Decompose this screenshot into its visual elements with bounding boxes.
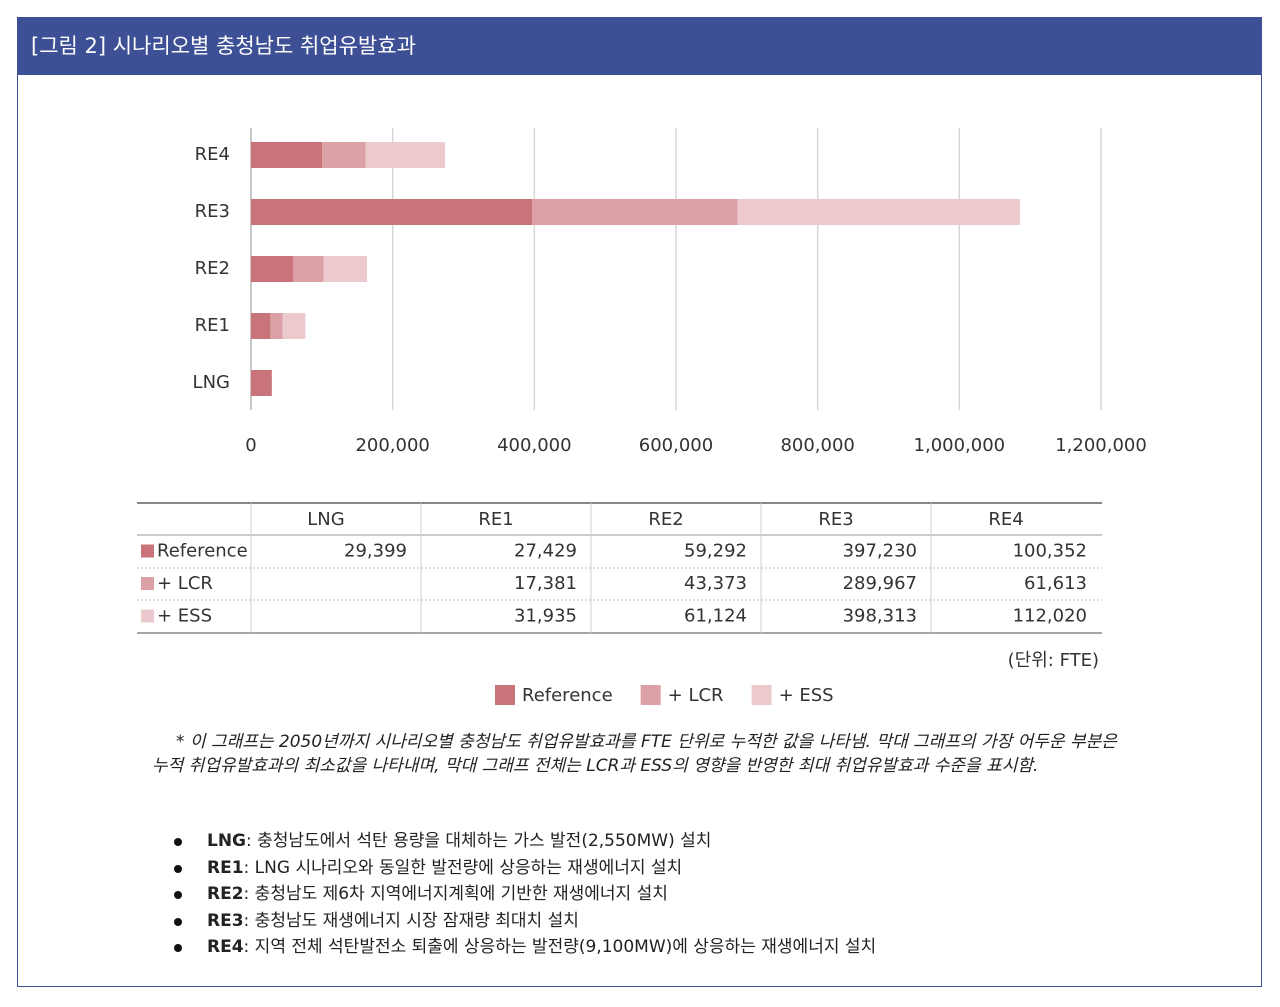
legend-label: + ESS (779, 685, 834, 706)
legend-swatch (640, 685, 661, 705)
bar-segment (323, 256, 368, 282)
bar-segment (251, 313, 271, 339)
note-item: RE2: 충청남도 제6차 지역에너지계획에 기반한 재생에너지 설치 (170, 881, 876, 908)
note-text: : 지역 전체 석탄발전소 퇴출에 상응하는 발전량(9,100MW)에 상응하… (243, 937, 877, 958)
note-item: LNG: 충청남도에서 석탄 용량을 대체하는 가스 발전(2,550MW) 설… (170, 828, 876, 855)
note-item: RE4: 지역 전체 석탄발전소 퇴출에 상응하는 발전량(9,100MW)에 … (170, 934, 876, 961)
table-cell: 100,352 (1013, 541, 1087, 562)
table-swatch (141, 609, 154, 623)
table-cell: 397,230 (843, 541, 917, 562)
table-row-label: + LCR (157, 573, 213, 594)
x-tick-label: 800,000 (780, 435, 854, 456)
bar-segment (251, 370, 272, 396)
bar-segment (251, 199, 533, 225)
bar-segment (322, 142, 366, 168)
header: [그림 2] 시나리오별 충청남도 취업유발효과 (17, 17, 1262, 75)
bar-segment (251, 256, 293, 282)
note-text: : 충청남도 제6차 지역에너지계획에 기반한 재생에너지 설치 (243, 884, 668, 905)
table-swatch (141, 544, 154, 558)
x-tick-label: 0 (245, 435, 256, 456)
note-text: : LNG 시나리오와 동일한 발전량에 상응하는 재생에너지 설치 (243, 857, 683, 878)
table-cell: 59,292 (684, 541, 747, 562)
notes-list: LNG: 충청남도에서 석탄 용량을 대체하는 가스 발전(2,550MW) 설… (170, 828, 876, 961)
table-header: RE3 (818, 509, 853, 530)
bar-segment (292, 256, 324, 282)
legend-swatch (495, 685, 515, 705)
y-tick-label: LNG (193, 372, 230, 393)
table-cell: 61,124 (684, 606, 747, 627)
x-tick-label: 200,000 (355, 435, 429, 456)
note-label: LNG (207, 831, 247, 851)
x-tick-label: 1,000,000 (914, 435, 1006, 456)
y-tick-label: RE2 (195, 258, 230, 279)
table-row-label: + ESS (157, 606, 212, 627)
table-swatch (141, 577, 154, 590)
table-cell: 289,967 (843, 573, 917, 594)
x-tick-label: 400,000 (497, 435, 571, 456)
legend-swatch (751, 685, 772, 705)
x-tick-label: 1,200,000 (1055, 435, 1147, 456)
table-header: RE2 (648, 509, 683, 530)
bar-segment (365, 142, 446, 168)
table-row-label: Reference (157, 541, 248, 562)
bar-segment (532, 199, 738, 225)
legend-label: + LCR (668, 685, 724, 706)
bar-segment (270, 313, 283, 339)
bar-segment (737, 199, 1020, 225)
table-cell: 27,429 (514, 541, 577, 562)
bar-segment (282, 313, 306, 339)
table-cell: 61,613 (1024, 573, 1087, 594)
table-cell: 29,399 (344, 541, 407, 562)
table-header: RE1 (478, 509, 513, 530)
note-label: RE2 (207, 884, 244, 905)
table-cell: 398,313 (843, 606, 917, 627)
note-label: RE1 (207, 857, 244, 878)
y-tick-label: RE1 (195, 315, 230, 336)
legend-label: Reference (522, 685, 613, 706)
table-cell: 112,020 (1013, 606, 1087, 627)
table-header: RE4 (988, 509, 1023, 530)
unit-note: (단위: FTE) (1008, 650, 1099, 671)
table-cell: 43,373 (684, 573, 747, 594)
note-item: RE3: 충청남도 재생에너지 시장 잠재량 최대치 설치 (170, 908, 876, 935)
table-cell: 31,935 (514, 606, 577, 627)
footnote: * 이 그래프는 2050년까지 시나리오별 충청남도 취업유발효과를 FTE … (152, 732, 1117, 776)
y-tick-label: RE3 (195, 201, 230, 222)
note-text: : 충청남도에서 석탄 용량을 대체하는 가스 발전(2,550MW) 설치 (246, 831, 712, 851)
table-header: LNG (307, 509, 344, 530)
table-cell: 17,381 (514, 573, 577, 594)
y-tick-label: RE4 (195, 144, 230, 165)
bar-segment (251, 142, 323, 168)
note-label: RE4 (207, 937, 244, 958)
x-tick-label: 600,000 (639, 435, 713, 456)
note-item: RE1: LNG 시나리오와 동일한 발전량에 상응하는 재생에너지 설치 (170, 855, 876, 882)
note-label: RE3 (207, 910, 244, 931)
note-text: : 충청남도 재생에너지 시장 잠재량 최대치 설치 (243, 910, 579, 931)
